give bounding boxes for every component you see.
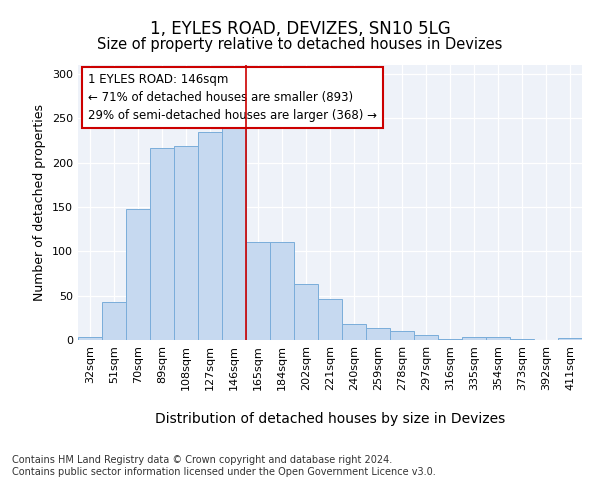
Bar [318,299,342,340]
Bar [222,121,246,340]
Text: 1 EYLES ROAD: 146sqm
← 71% of detached houses are smaller (893)
29% of semi-deta: 1 EYLES ROAD: 146sqm ← 71% of detached h… [88,73,377,122]
Bar [102,302,126,340]
Bar [558,338,582,340]
Bar [78,338,102,340]
Bar [486,338,510,340]
Text: Contains HM Land Registry data © Crown copyright and database right 2024.
Contai: Contains HM Land Registry data © Crown c… [12,455,436,476]
Bar [342,324,366,340]
Bar [126,208,150,340]
Bar [150,148,174,340]
Text: 1, EYLES ROAD, DEVIZES, SN10 5LG: 1, EYLES ROAD, DEVIZES, SN10 5LG [149,20,451,38]
Bar [198,132,222,340]
Bar [510,339,534,340]
Text: Size of property relative to detached houses in Devizes: Size of property relative to detached ho… [97,38,503,52]
Bar [246,242,270,340]
Bar [438,339,462,340]
Bar [294,284,318,340]
Bar [462,338,486,340]
Text: Distribution of detached houses by size in Devizes: Distribution of detached houses by size … [155,412,505,426]
Bar [414,334,438,340]
Bar [174,146,198,340]
Y-axis label: Number of detached properties: Number of detached properties [34,104,46,301]
Bar [270,242,294,340]
Bar [390,331,414,340]
Bar [366,328,390,340]
